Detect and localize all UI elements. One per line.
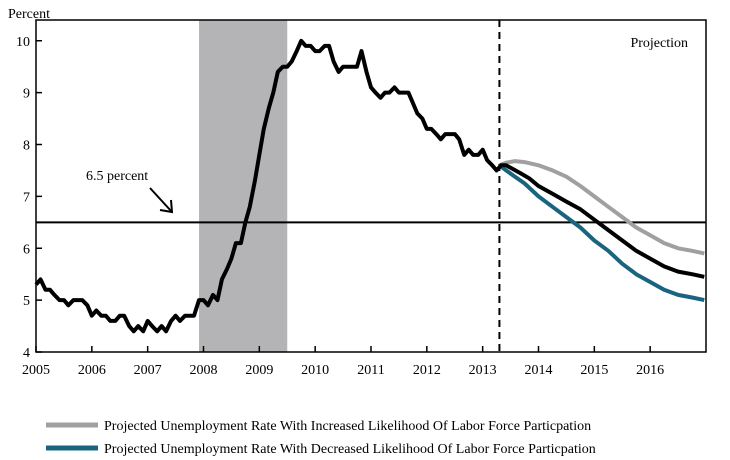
legend: Projected Unemployment Rate With Increas…	[46, 419, 596, 457]
y-tick-label: 7	[23, 190, 30, 205]
threshold-arrow	[149, 187, 173, 213]
x-tick-label: 2015	[580, 363, 608, 378]
y-tick-label: 8	[23, 139, 30, 154]
x-tick-label: 2007	[134, 363, 162, 378]
y-tick-label: 6	[23, 242, 30, 257]
series-line-baseline	[34, 38, 705, 334]
legend-label-increased: Projected Unemployment Rate With Increas…	[104, 419, 591, 434]
y-tick-label: 5	[23, 294, 30, 309]
series-line-increased	[498, 159, 705, 256]
x-tick-label: 2011	[357, 363, 384, 378]
x-tick-label: 2005	[22, 363, 50, 378]
threshold-annotation: 6.5 percent	[86, 169, 148, 184]
y-axis-title: Percent	[8, 7, 50, 22]
x-tick-label: 2013	[469, 363, 497, 378]
x-tick-label: 2016	[636, 363, 664, 378]
series-line-decreased	[498, 163, 705, 303]
y-tick-label: 10	[16, 35, 30, 50]
x-tick-label: 2012	[413, 363, 441, 378]
x-tick-label: 2009	[245, 363, 273, 378]
y-tick-label: 4	[23, 346, 30, 361]
x-tick-label: 2006	[78, 363, 106, 378]
x-tick-label: 2008	[190, 363, 218, 378]
y-axis: 4 5 6 7 8 9 10	[16, 35, 42, 361]
series-group	[34, 38, 705, 334]
plot-frame	[35, 19, 707, 353]
x-tick-label: 2010	[301, 363, 329, 378]
recession-shading	[199, 20, 288, 352]
legend-label-decreased: Projected Unemployment Rate With Decreas…	[104, 442, 596, 457]
y-tick-label: 9	[23, 87, 30, 102]
arrowhead-icon	[159, 199, 174, 214]
x-axis: 2005 2006 2007 2008 2009 2010 2011 2012 2013 2014…	[22, 346, 664, 378]
x-tick-label: 2014	[525, 363, 553, 378]
projection-label: Projection	[630, 36, 688, 51]
